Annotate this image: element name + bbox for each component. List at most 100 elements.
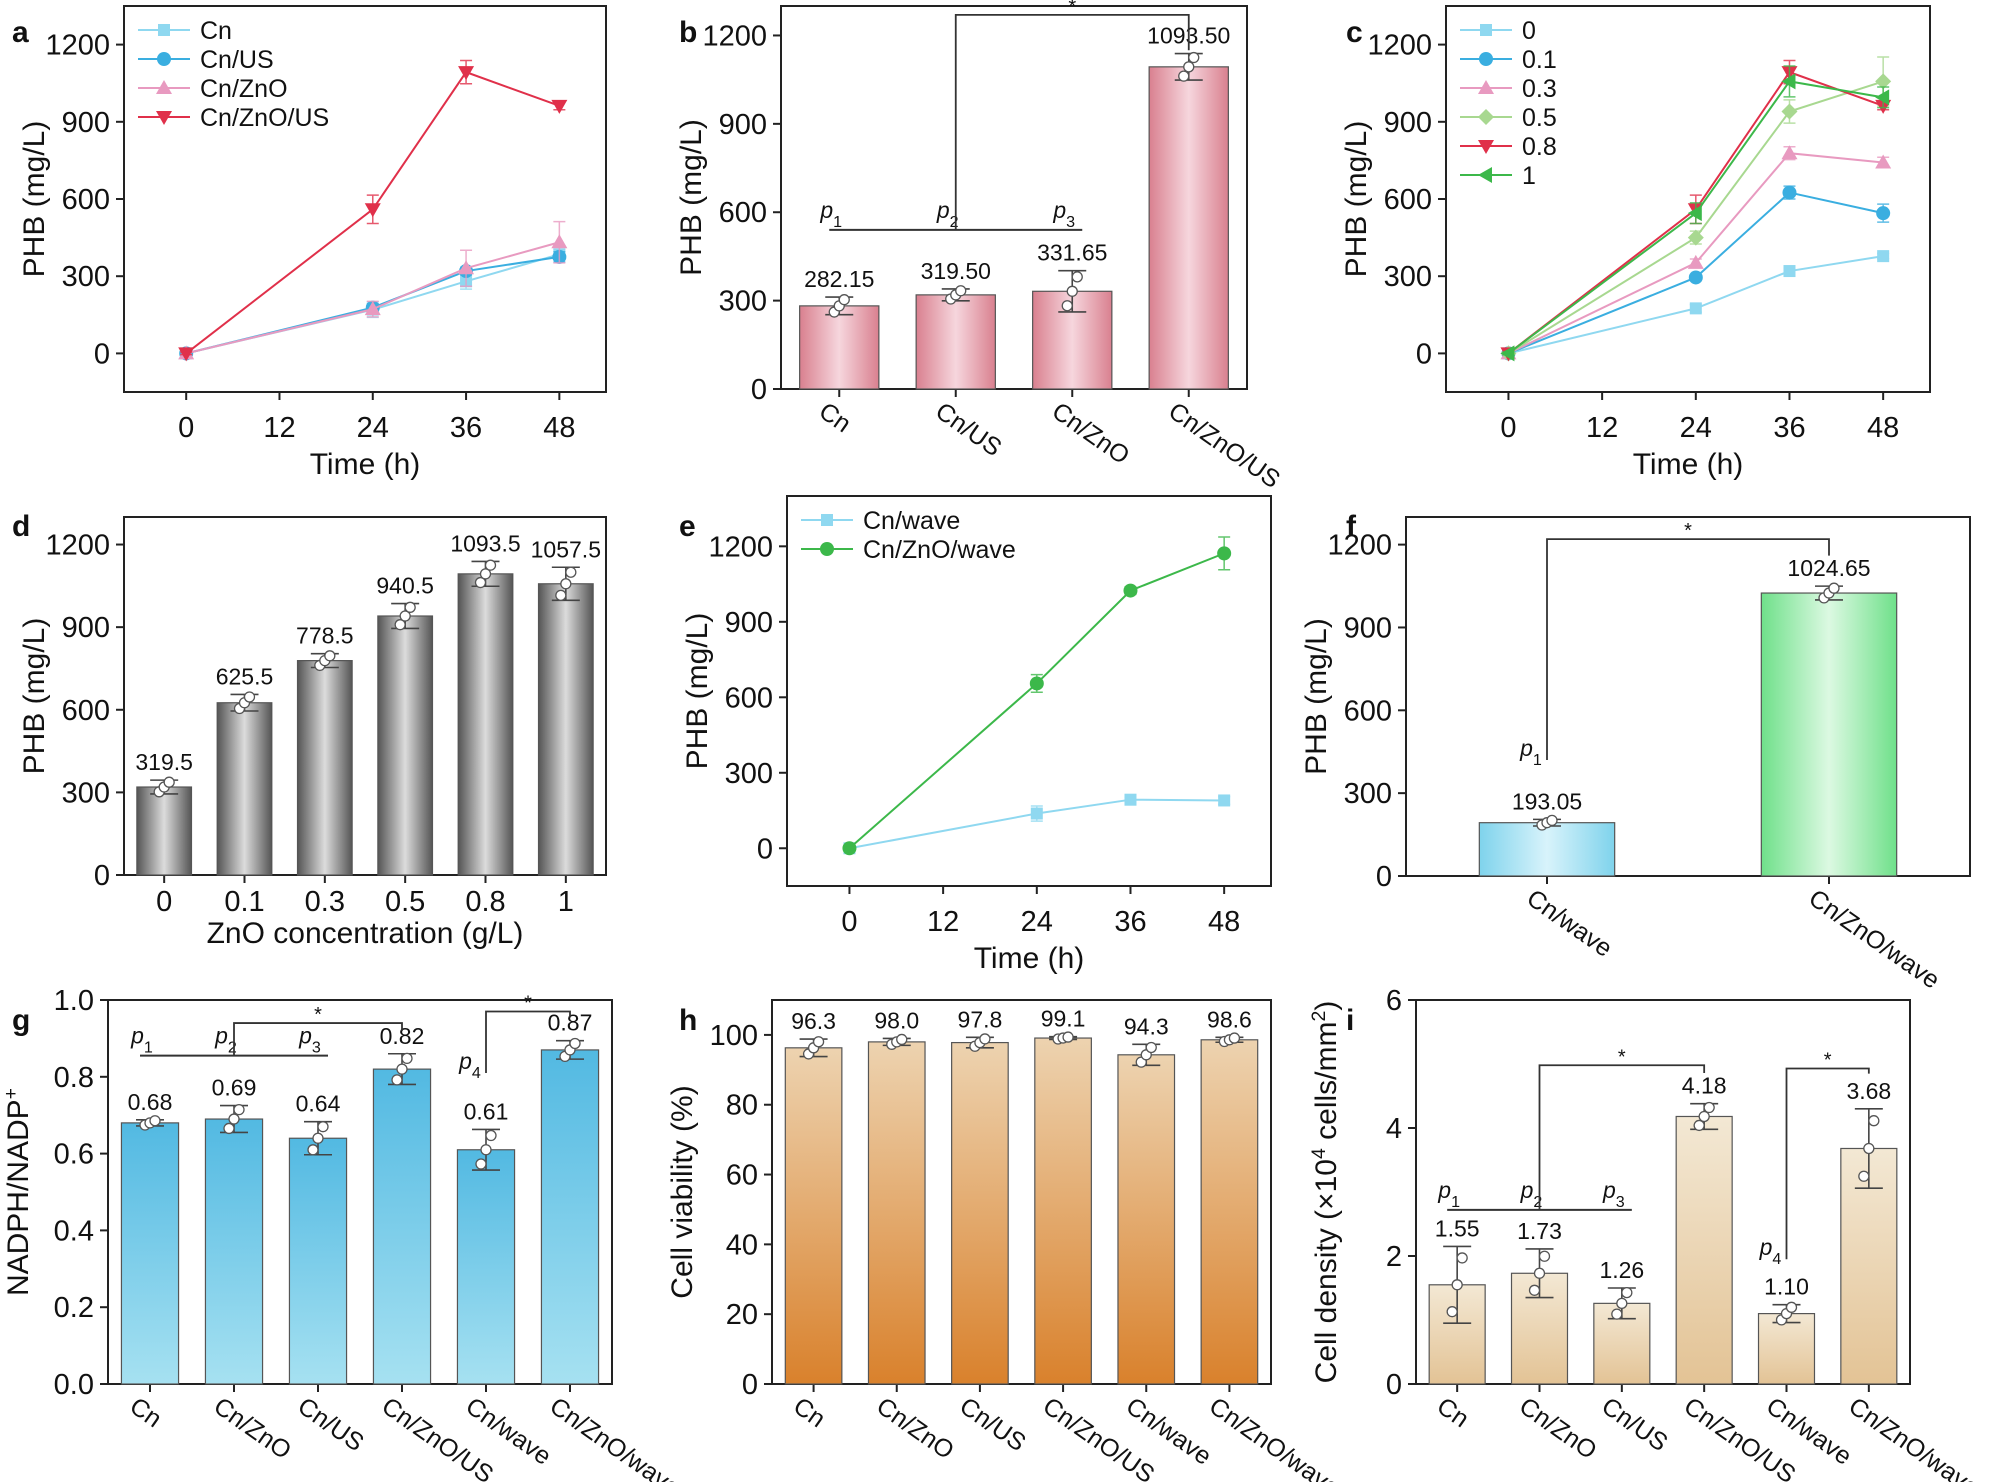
y-axis-label: PHB (mg/L) — [18, 618, 51, 775]
series-line — [1508, 255, 1884, 355]
y-tick-label: 600 — [1344, 695, 1392, 727]
y-tick-label: 1.0 — [54, 985, 94, 1017]
y-tick-label: 900 — [719, 109, 767, 141]
chart-panel-c: c 0 300 600 900 1200 PHB (mg/L) 0 12 24 36 48 Time (… — [1340, 5, 1931, 481]
data-label: 319.50 — [921, 258, 991, 284]
bar-0.8 — [457, 573, 514, 876]
x-tick-label: Cn/wave — [1522, 884, 1618, 963]
chart-panel-e: e 0 300 600 900 1200 PHB (mg/L) 0 12 24 36 48 Time (… — [679, 495, 1272, 975]
replicate-point — [896, 1033, 908, 1046]
data-point — [1877, 250, 1890, 263]
data-label: 97.8 — [958, 1006, 1003, 1032]
series-line — [1508, 152, 1884, 355]
replicate-point — [1066, 285, 1078, 297]
replicate-point — [1693, 1119, 1705, 1132]
replicate-point — [555, 589, 567, 601]
y-tick-label: 0 — [94, 860, 110, 892]
data-label: 1.10 — [1764, 1274, 1809, 1300]
data-point — [1783, 265, 1796, 278]
data-point — [1782, 185, 1797, 200]
replicate-point — [1533, 1267, 1546, 1279]
y-tick-label: 0.4 — [54, 1215, 94, 1247]
bar-Cn/wave — [456, 1149, 516, 1385]
significance-bracket — [485, 1010, 571, 1073]
replicate-point — [1446, 1306, 1458, 1318]
x-tick-label: 36 — [450, 412, 482, 444]
y-tick-label: 1200 — [702, 20, 767, 52]
bar-Cn/ZnO/US — [1675, 1115, 1733, 1385]
y-tick-label: 900 — [62, 612, 110, 644]
legend-marker — [820, 542, 834, 556]
legend-label: 0.3 — [1522, 75, 1557, 103]
legend-label: Cn — [200, 17, 232, 45]
y-axis-label: PHB (mg/L) — [18, 121, 51, 278]
replicate-point — [812, 1036, 825, 1048]
legend-marker — [1478, 80, 1494, 94]
legend-label: 0.5 — [1522, 104, 1557, 132]
p-value-label: p2 — [1520, 1177, 1543, 1211]
replicate-point — [1703, 1101, 1715, 1114]
data-label: 1093.5 — [450, 530, 520, 556]
significance-bracket — [1785, 1067, 1870, 1260]
significance-bracket — [954, 13, 1190, 230]
bar-Cn/ZnO/US — [372, 1068, 432, 1385]
data-point — [1875, 73, 1892, 90]
chart-panel-a: a 0 300 600 900 1200 PHB (mg/L) 0 12 24 36 48 Time (… — [12, 5, 607, 481]
y-tick-label: 6 — [1386, 985, 1402, 1017]
replicate-point — [307, 1144, 319, 1156]
y-tick-label: 100 — [710, 1020, 758, 1052]
bar-Cn — [799, 305, 880, 390]
bar-Cn/US — [915, 294, 996, 390]
y-axis-label: PHB (mg/L) — [1340, 121, 1373, 278]
replicate-point — [838, 294, 850, 306]
significance-star: * — [314, 1004, 322, 1026]
replicate-point — [1621, 1286, 1633, 1299]
replicate-point — [1062, 1031, 1074, 1043]
plot-frame — [786, 495, 1272, 887]
significance-bracket — [1546, 538, 1830, 761]
y-tick-label: 600 — [719, 197, 767, 229]
y-axis-label: PHB (mg/L) — [675, 119, 708, 276]
y-tick-label: 600 — [62, 695, 110, 727]
data-label: 4.18 — [1682, 1073, 1727, 1099]
legend-label: Cn/ZnO — [200, 75, 288, 103]
legend-label: 0 — [1522, 17, 1536, 45]
x-tick-label: Cn — [125, 1392, 167, 1433]
legend-marker — [1478, 109, 1494, 125]
series-line — [848, 552, 1225, 850]
significance-star: * — [1618, 1046, 1626, 1068]
y-tick-label: 900 — [725, 607, 773, 639]
plot-frame — [780, 5, 1248, 390]
series-line — [1507, 80, 1884, 355]
x-tick-label: 36 — [1114, 906, 1146, 938]
replicate-point — [1858, 1170, 1870, 1182]
significance-star: * — [1824, 1049, 1832, 1071]
data-label: 1024.65 — [1787, 555, 1870, 581]
data-label: 98.6 — [1207, 1006, 1252, 1032]
bar-Cn/US — [288, 1137, 348, 1385]
series-Cn/ZnO/wave — [842, 536, 1232, 856]
x-tick-label: 0 — [1500, 412, 1516, 444]
replicate-point — [1188, 51, 1200, 64]
replicate-point — [404, 601, 416, 613]
p-value-label: p4 — [458, 1048, 481, 1082]
data-label: 1.73 — [1517, 1218, 1562, 1244]
y-tick-label: 300 — [719, 286, 767, 318]
series-line — [1507, 80, 1884, 355]
replicate-point — [1145, 1041, 1157, 1054]
legend-label: Cn/US — [200, 46, 274, 74]
y-tick-label: 0 — [1416, 338, 1432, 370]
replicate-point — [1456, 1252, 1468, 1264]
x-tick-label: Cn/ZnO/US — [1163, 397, 1285, 494]
y-tick-label: 1200 — [45, 30, 110, 62]
panel-letter: c — [1346, 16, 1363, 49]
p-value-label: p1 — [1437, 1177, 1460, 1211]
x-tick-label: Cn/ZnO/wave — [545, 1392, 686, 1482]
x-tick-label: 48 — [1867, 412, 1899, 444]
legend-label: Cn/wave — [863, 507, 960, 535]
plot-frame — [771, 999, 1272, 1385]
series-1 — [1500, 65, 1890, 362]
data-point — [178, 347, 195, 362]
data-point — [458, 260, 475, 275]
data-point — [1124, 793, 1137, 806]
